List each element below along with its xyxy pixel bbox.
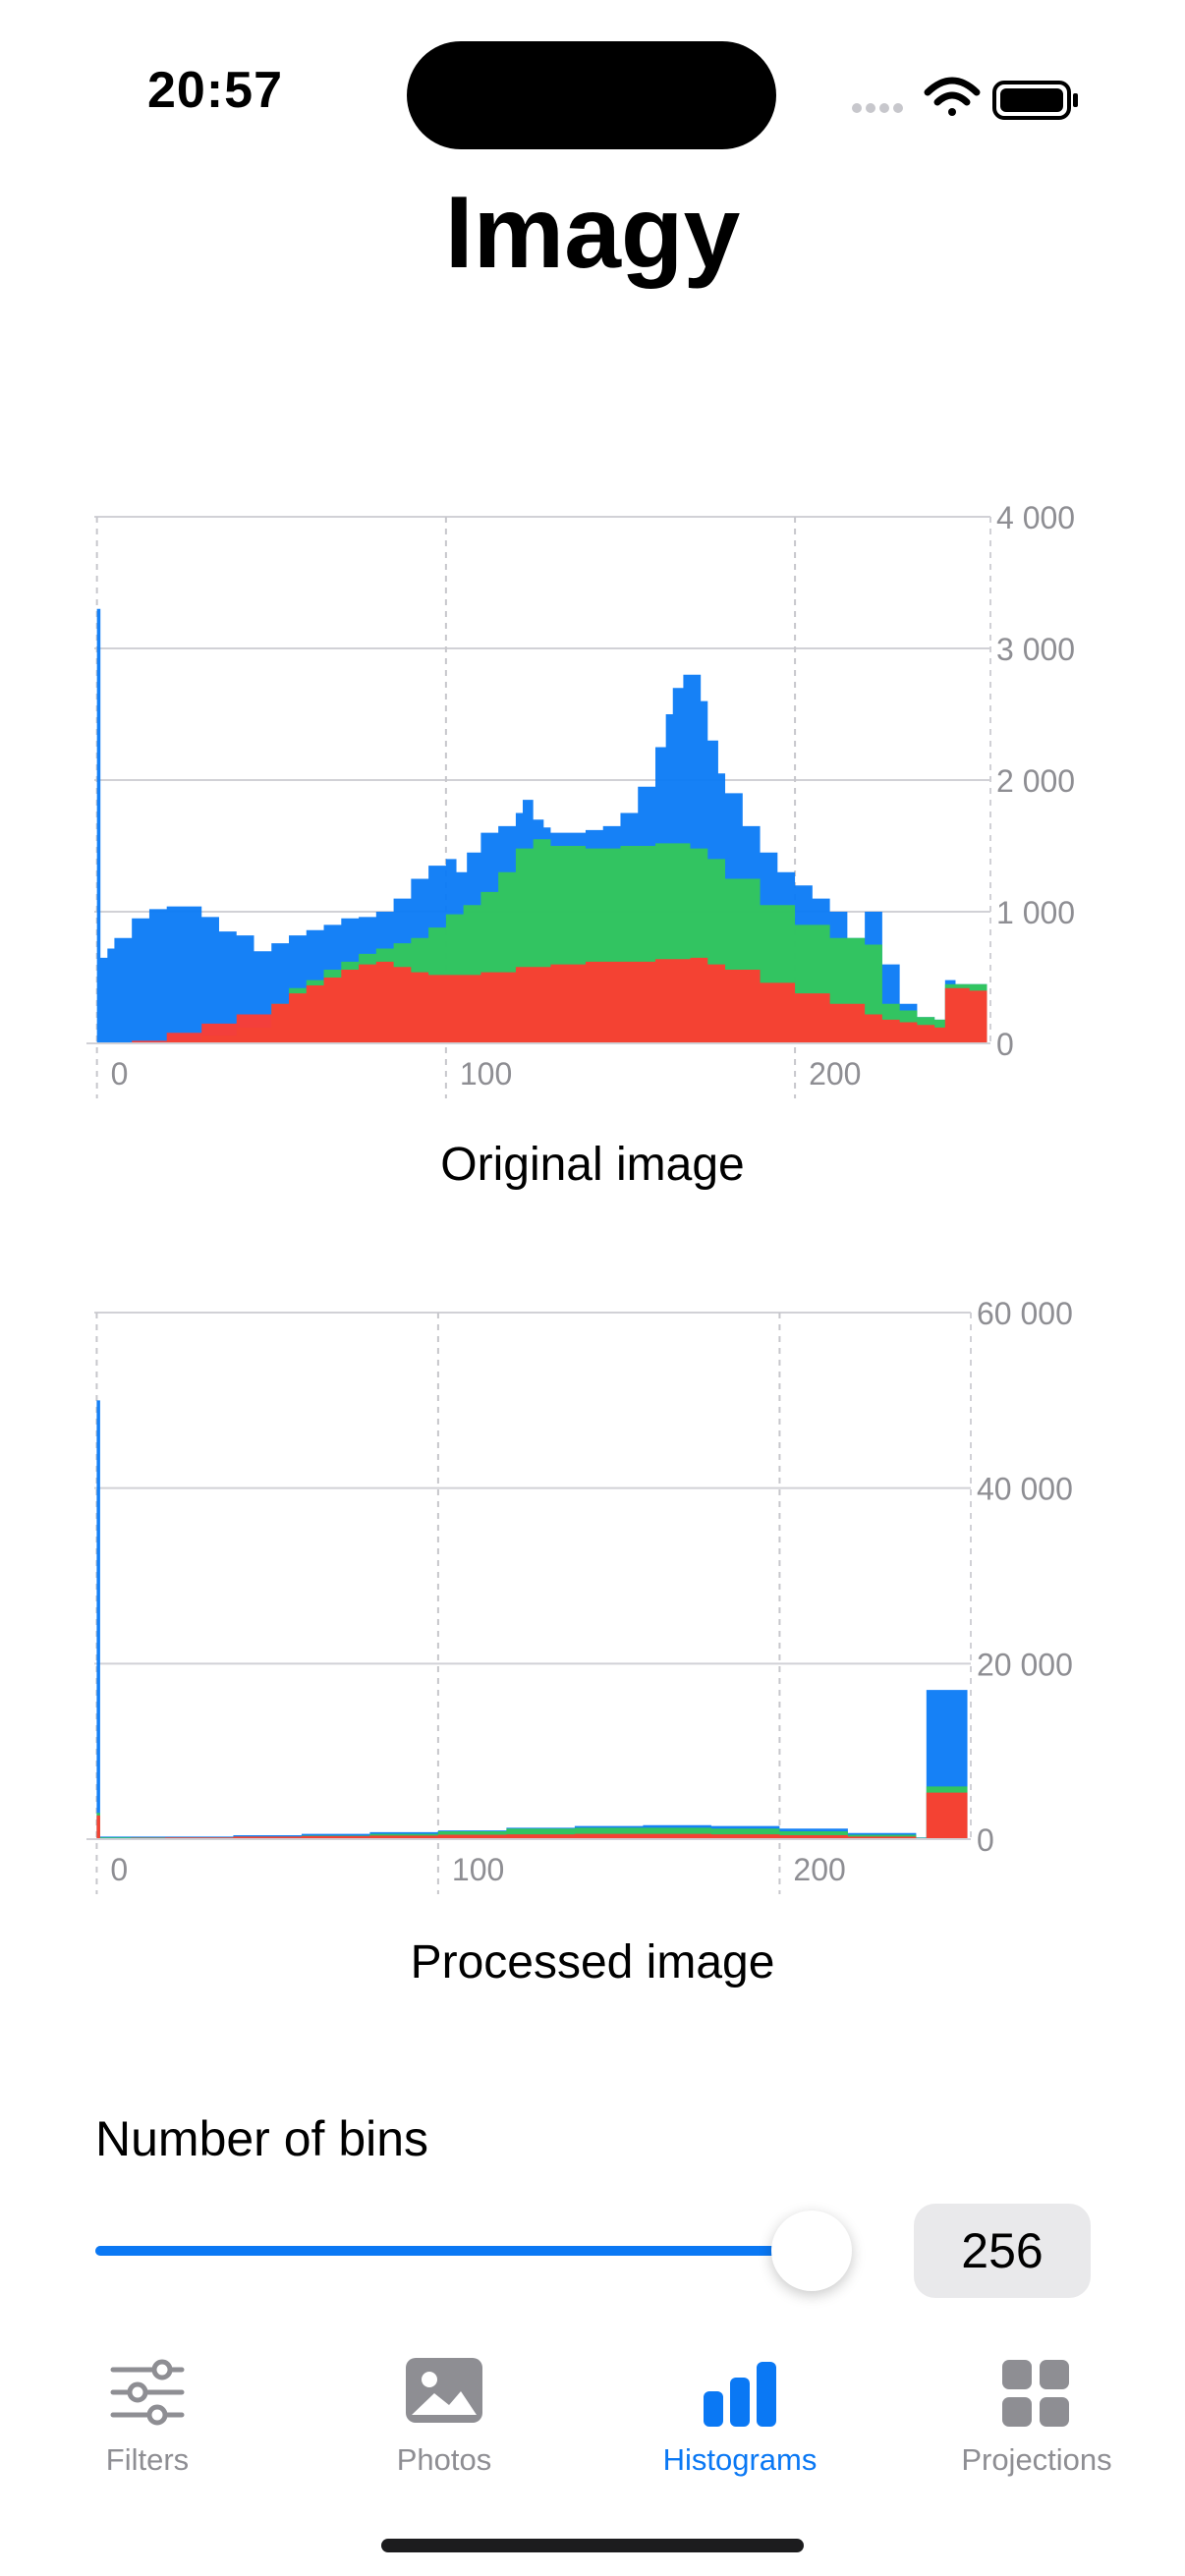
tab-histograms-label: Histograms [662,2442,818,2477]
processed-image-caption: Processed image [410,1936,775,1988]
photo-icon [406,2358,482,2423]
battery-icon [992,81,1078,120]
original-histogram-chart: 0 1 000 2 000 3 000 4 000 0 100 200 [0,472,1185,1120]
y-tick-label: 60 000 [977,1296,1073,1331]
bar-chart-icon [704,2362,776,2427]
processed-histogram-svg: 0 20 000 40 000 60 000 0 100 200 [86,1296,1073,1894]
y-tick-label: 0 [996,1027,1014,1062]
y-tick-label: 2 000 [996,763,1075,799]
page-title: Imagy [444,176,741,290]
x-tick-label: 100 [452,1852,504,1887]
y-tick-label: 20 000 [977,1647,1073,1682]
tab-filters[interactable]: Filters [0,2338,295,2486]
x-tick-label: 200 [809,1056,861,1092]
x-tick-label: 200 [793,1852,845,1887]
tab-histograms[interactable]: Histograms [592,2338,887,2486]
processed-histogram-chart: 0 20 000 40 000 60 000 0 100 200 [0,1271,1185,1920]
bins-slider-thumb[interactable] [771,2211,852,2291]
y-tick-label: 0 [977,1822,994,1858]
dynamic-island [407,41,776,149]
tab-photos[interactable]: Photos [297,2338,592,2486]
x-tick-label: 0 [111,1056,129,1092]
status-icons [852,77,1078,120]
x-tick-label: 0 [110,1852,128,1887]
x-tick-label: 100 [460,1056,512,1092]
original-image-caption: Original image [440,1139,745,1191]
tab-filters-label: Filters [105,2442,190,2477]
original-histogram-svg: 0 1 000 2 000 3 000 4 000 0 100 200 [86,500,1075,1098]
status-time: 20:57 [147,62,283,119]
series-area-red [96,957,988,1043]
tab-bar: Filters Photos Histograms Projections [0,2338,1185,2486]
grid-icon [1002,2360,1069,2427]
tab-projections[interactable]: Projections [889,2338,1184,2486]
cellular-signal-icon [852,103,903,113]
y-tick-label: 3 000 [996,632,1075,667]
sliders-icon [110,2359,185,2426]
y-tick-label: 4 000 [996,500,1075,535]
series-area-blue [96,1400,968,1839]
home-indicator [381,2539,804,2552]
bins-value-field[interactable]: 256 [914,2204,1091,2298]
number-of-bins-label: Number of bins [95,2111,429,2166]
series-area-green [96,1786,968,1839]
tab-projections-label: Projections [961,2442,1112,2477]
bins-slider-fill [95,2246,812,2256]
bins-slider-track[interactable] [95,2246,852,2256]
wifi-icon [924,77,981,116]
tab-photos-label: Photos [396,2442,492,2477]
y-tick-label: 40 000 [977,1472,1073,1507]
y-tick-label: 1 000 [996,895,1075,930]
